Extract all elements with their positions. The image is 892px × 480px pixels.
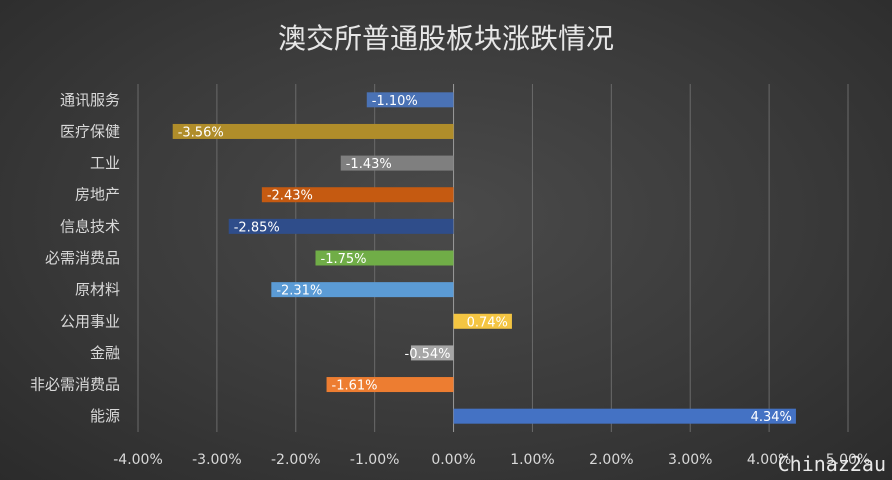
- bar-6: [271, 282, 454, 298]
- bar-4: [228, 218, 454, 234]
- data-label: -1.61%: [332, 379, 378, 394]
- category-label: 通讯服务: [60, 91, 120, 109]
- bar-1: [172, 123, 454, 139]
- category-label: 医疗保健: [60, 122, 120, 140]
- category-label: 房地产: [75, 186, 120, 204]
- data-label: -1.10%: [372, 94, 418, 109]
- x-tick-label: 2.00%: [589, 452, 633, 468]
- data-label: -2.85%: [234, 220, 280, 235]
- bar-7: [453, 313, 512, 329]
- bar-2: [340, 155, 454, 171]
- category-label: 信息技术: [60, 217, 120, 235]
- chart-title: 澳交所普通股板块涨跌情况: [278, 22, 614, 55]
- category-label: 必需消费品: [45, 249, 120, 267]
- watermark: Chinaz2au: [777, 452, 886, 476]
- bar-8: [410, 345, 454, 361]
- data-label: -2.31%: [276, 284, 322, 299]
- x-tick-label: -2.00%: [271, 452, 321, 468]
- category-label: 公用事业: [60, 312, 120, 330]
- x-tick-label: -3.00%: [192, 452, 242, 468]
- x-tick-label: 3.00%: [668, 452, 712, 468]
- x-tick-labels: -4.00% -3.00% -2.00% -1.00% 0.00% 1.00% 2.00% 3…: [113, 452, 870, 468]
- data-label: 0.74%: [467, 315, 508, 330]
- bars: [172, 92, 796, 424]
- data-label: -2.43%: [267, 189, 313, 204]
- data-label: -3.56%: [178, 125, 224, 140]
- data-label: -0.54%: [405, 347, 451, 362]
- x-tick-label: 0.00%: [431, 452, 475, 468]
- bar-5: [315, 250, 454, 266]
- category-label: 非必需消费品: [30, 376, 120, 394]
- x-tick-label: 5.00%: [826, 452, 870, 468]
- x-tick-label: 4.00%: [747, 452, 791, 468]
- data-label: -1.75%: [321, 252, 367, 267]
- data-labels: -1.10% -3.56% -1.43% -2.43% -2.85% -1.75% -2.3…: [178, 94, 792, 425]
- bar-9: [326, 377, 454, 393]
- data-label: 4.34%: [751, 410, 792, 425]
- category-label: 金融: [90, 344, 120, 362]
- category-label: 能源: [90, 407, 120, 425]
- x-tick-label: -4.00%: [113, 452, 163, 468]
- category-label: 原材料: [75, 281, 120, 299]
- x-tick-label: -1.00%: [350, 452, 400, 468]
- category-label: 工业: [90, 154, 120, 172]
- bar-0: [366, 92, 454, 108]
- data-label: -1.43%: [346, 157, 392, 172]
- x-tick-label: 1.00%: [510, 452, 554, 468]
- bar-10: [453, 408, 796, 424]
- bar-3: [261, 187, 454, 203]
